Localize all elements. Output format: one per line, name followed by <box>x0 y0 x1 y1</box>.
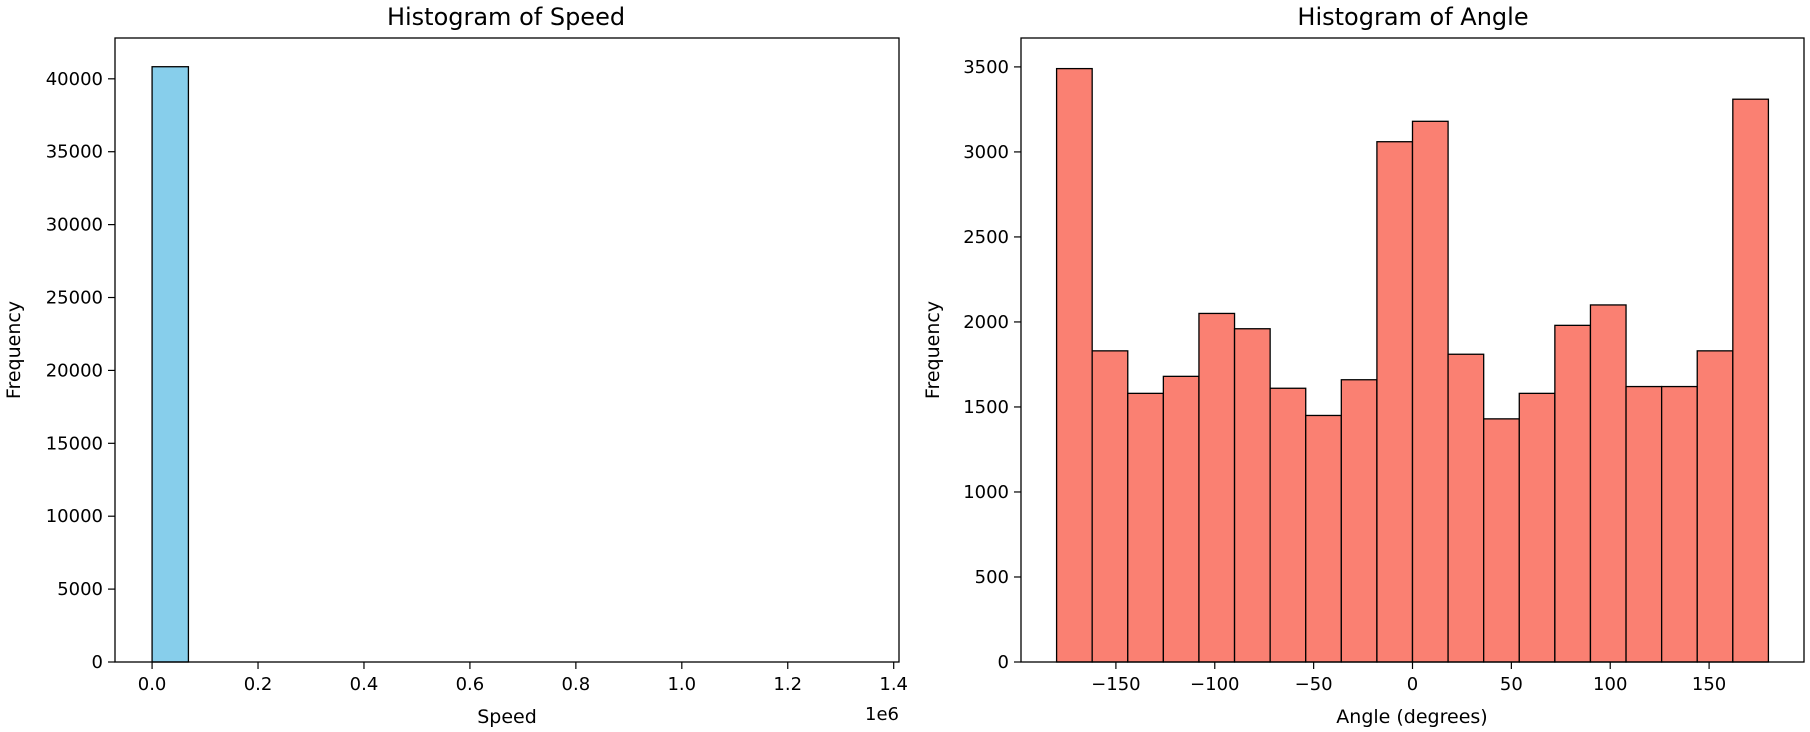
speed-x-tick-label-4: 0.8 <box>562 674 591 695</box>
angle-bar-16 <box>1625 385 1663 663</box>
speed-x-offset-text: 1e6 <box>865 704 899 725</box>
angle-y-tick-label-6: 3000 <box>963 142 1009 163</box>
angle-x-tick-label-6: 150 <box>1692 674 1726 695</box>
speed-y-tick-label-3: 15000 <box>46 433 103 454</box>
angle-histogram: Histogram of Angle −150 −100 −50 0 50 100 150 … <box>922 3 1805 728</box>
angle-x-ticks: −150 −100 −50 0 50 100 150 <box>1091 662 1726 695</box>
angle-bar-17 <box>1660 385 1698 663</box>
angle-bar-10 <box>1411 120 1449 663</box>
speed-y-tick-label-5: 25000 <box>46 288 103 309</box>
speed-x-tick-label-1: 0.2 <box>244 674 273 695</box>
angle-y-ticks: 0 500 1000 1500 2000 2500 3000 3500 <box>963 57 1021 673</box>
speed-y-tick-label-4: 20000 <box>46 360 103 381</box>
angle-chart-title: Histogram of Angle <box>1297 3 1528 31</box>
speed-x-tick-label-6: 1.2 <box>773 674 802 695</box>
angle-y-tick-label-3: 1500 <box>963 397 1009 418</box>
speed-y-tick-label-0: 0 <box>92 652 103 673</box>
speed-x-tick-label-0: 0.0 <box>138 674 167 695</box>
speed-x-tick-label-2: 0.4 <box>350 674 379 695</box>
angle-bar-8 <box>1340 379 1378 663</box>
speed-x-tick-label-3: 0.6 <box>456 674 485 695</box>
angle-x-axis-label: Angle (degrees) <box>1336 706 1487 728</box>
angle-y-tick-label-4: 2000 <box>963 312 1009 333</box>
angle-plot-frame <box>1020 37 1805 663</box>
angle-x-tick-label-5: 100 <box>1593 674 1627 695</box>
angle-bar-5 <box>1233 328 1271 663</box>
speed-y-tick-label-8: 40000 <box>46 69 103 90</box>
angle-bar-2 <box>1127 392 1165 663</box>
speed-bar-0 <box>151 66 190 663</box>
speed-bars <box>151 66 190 663</box>
speed-y-tick-label-1: 5000 <box>57 579 103 600</box>
angle-x-tick-label-0: −150 <box>1091 674 1140 695</box>
angle-x-tick-label-4: 50 <box>1500 674 1523 695</box>
angle-bar-3 <box>1162 375 1200 663</box>
speed-histogram: Histogram of Speed 0.0 0.2 0.4 0.6 0.8 1.0 1.2… <box>3 3 908 728</box>
angle-bar-12 <box>1483 418 1520 663</box>
angle-y-tick-label-5: 2500 <box>963 227 1009 248</box>
angle-bar-11 <box>1447 353 1485 663</box>
speed-y-ticks: 0 5000 10000 15000 20000 25000 30000 35000 40000 <box>46 69 115 673</box>
angle-bar-14 <box>1554 324 1592 663</box>
angle-bar-7 <box>1305 414 1342 663</box>
angle-x-tick-label-3: 0 <box>1407 674 1418 695</box>
angle-bar-9 <box>1376 141 1414 663</box>
angle-bar-1 <box>1091 350 1129 663</box>
speed-x-tick-label-7: 1.4 <box>879 674 908 695</box>
angle-y-tick-label-0: 0 <box>998 652 1009 673</box>
angle-y-tick-label-7: 3500 <box>963 57 1009 78</box>
angle-bar-19 <box>1732 98 1770 663</box>
angle-bar-0 <box>1055 67 1093 663</box>
speed-x-axis-label: Speed <box>477 706 537 728</box>
speed-x-tick-label-5: 1.0 <box>667 674 696 695</box>
speed-y-axis-label: Frequency <box>3 301 25 399</box>
angle-bar-15 <box>1589 304 1627 663</box>
angle-bars <box>1055 67 1770 663</box>
speed-plot-frame <box>114 37 900 663</box>
angle-x-tick-label-1: −100 <box>1190 674 1239 695</box>
speed-y-tick-label-2: 10000 <box>46 506 103 527</box>
angle-x-tick-label-2: −50 <box>1295 674 1333 695</box>
speed-x-ticks: 0.0 0.2 0.4 0.6 0.8 1.0 1.2 1.4 <box>138 662 908 695</box>
angle-y-tick-label-2: 1000 <box>963 482 1009 503</box>
angle-bar-13 <box>1518 392 1556 663</box>
angle-y-axis-label: Frequency <box>922 301 944 399</box>
angle-bar-4 <box>1198 312 1236 663</box>
angle-bar-6 <box>1269 387 1307 663</box>
speed-chart-title: Histogram of Speed <box>387 3 625 31</box>
speed-y-tick-label-6: 30000 <box>46 215 103 236</box>
speed-y-tick-label-7: 35000 <box>46 142 103 163</box>
angle-y-tick-label-1: 500 <box>975 567 1009 588</box>
angle-bar-18 <box>1696 350 1734 663</box>
